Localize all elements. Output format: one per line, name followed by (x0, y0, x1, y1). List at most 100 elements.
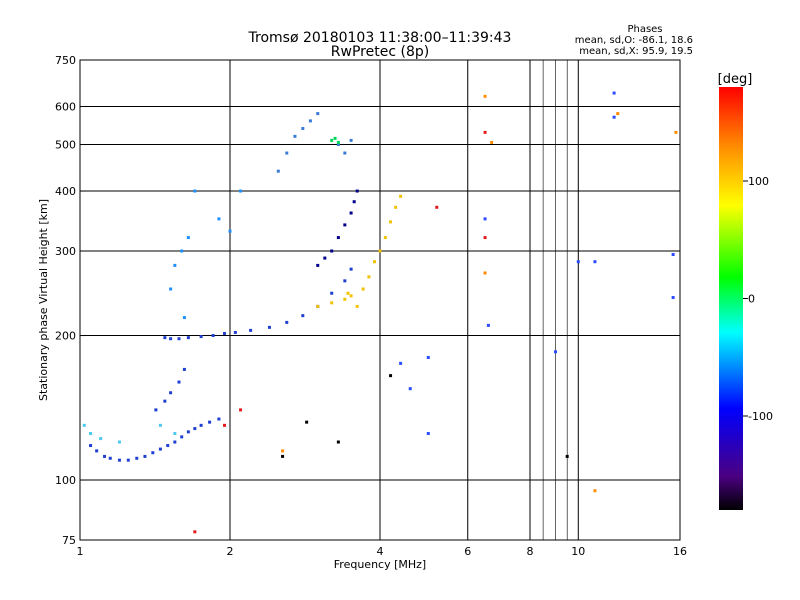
data-point (336, 140, 340, 144)
data-point (163, 336, 167, 340)
data-point (285, 151, 289, 155)
data-point (223, 331, 227, 335)
data-point (349, 211, 353, 215)
data-point (435, 205, 439, 209)
data-point (383, 236, 387, 240)
data-point (323, 256, 327, 260)
data-point (674, 130, 678, 134)
data-point (336, 143, 340, 147)
data-point (301, 314, 305, 318)
data-point (389, 220, 393, 224)
data-point (612, 91, 616, 95)
data-point (180, 435, 184, 439)
stats-line-o: mean, sd,O: -86.1, 18.6 (575, 35, 693, 46)
data-point (281, 449, 285, 453)
data-point (333, 136, 337, 140)
data-point (336, 236, 340, 240)
y-tick-label: 100 (55, 474, 76, 487)
colorbar-tick-label: -100 (748, 410, 773, 423)
data-point (173, 440, 177, 444)
data-point (182, 367, 186, 371)
data-point (330, 291, 334, 295)
data-point (612, 115, 616, 119)
data-point (330, 249, 334, 253)
data-point (349, 138, 353, 142)
data-point (177, 380, 181, 384)
data-point (593, 260, 597, 264)
data-point (553, 350, 557, 354)
data-point (166, 444, 170, 448)
stats-line-x: mean, sd,X: 95.9, 19.5 (579, 46, 693, 57)
data-point (281, 454, 285, 458)
data-point (217, 217, 221, 221)
x-tick-label: 16 (673, 545, 687, 558)
data-point (576, 260, 580, 264)
chart-subtitle: RwPretec (8p) (331, 44, 429, 60)
data-point (336, 440, 340, 444)
x-tick-label: 1 (77, 545, 84, 558)
y-tick-label: 300 (55, 245, 76, 258)
data-point (108, 456, 112, 460)
chart-title: Tromsø 20180103 11:38:00–11:39:43 (248, 30, 512, 46)
y-tick-label: 200 (55, 330, 76, 343)
data-point (349, 267, 353, 271)
data-point (217, 417, 221, 421)
x-tick-label: 6 (464, 545, 471, 558)
y-tick-label: 75 (62, 534, 76, 547)
x-tick-label: 4 (377, 545, 384, 558)
data-point (483, 130, 487, 134)
y-tick-label: 400 (55, 185, 76, 198)
data-point (483, 271, 487, 275)
data-point (223, 423, 227, 427)
data-point (483, 94, 487, 98)
data-point (89, 444, 93, 448)
data-point (186, 236, 190, 240)
data-point (99, 437, 103, 441)
data-point (616, 112, 620, 116)
data-point (343, 297, 347, 301)
data-point (367, 275, 371, 279)
data-point (186, 336, 190, 340)
data-point (103, 454, 107, 458)
data-point (316, 263, 320, 267)
x-axis-label: Frequency [MHz] (334, 558, 426, 571)
data-point (426, 432, 430, 436)
data-point (378, 249, 382, 253)
y-tick-label: 600 (55, 101, 76, 114)
data-point (249, 328, 253, 332)
data-point (239, 408, 243, 412)
data-point (177, 337, 181, 341)
data-point (343, 151, 347, 155)
data-point (355, 304, 359, 308)
x-tick-label: 2 (227, 545, 234, 558)
data-point (399, 194, 403, 198)
data-point (483, 217, 487, 221)
y-tick-label: 500 (55, 139, 76, 152)
data-point (330, 301, 334, 305)
data-point (346, 291, 350, 295)
data-point (82, 423, 86, 427)
y-axis-label: Stationary phase Virtual Height [km] (37, 199, 50, 401)
data-point (483, 236, 487, 240)
data-point (330, 138, 334, 142)
data-point (199, 335, 203, 339)
data-point (308, 119, 312, 123)
data-point (293, 134, 297, 138)
data-point (154, 408, 158, 412)
data-point (490, 140, 494, 144)
data-point (199, 423, 203, 427)
data-point (285, 320, 289, 324)
data-point (211, 334, 215, 338)
stats-title: Phases (627, 24, 662, 35)
data-point (276, 169, 280, 173)
data-point (228, 229, 232, 233)
data-point (355, 189, 359, 193)
data-point (565, 454, 569, 458)
data-point (193, 189, 197, 193)
data-points (82, 91, 678, 534)
data-point (239, 189, 243, 193)
data-point (343, 279, 347, 283)
data-point (169, 337, 173, 341)
